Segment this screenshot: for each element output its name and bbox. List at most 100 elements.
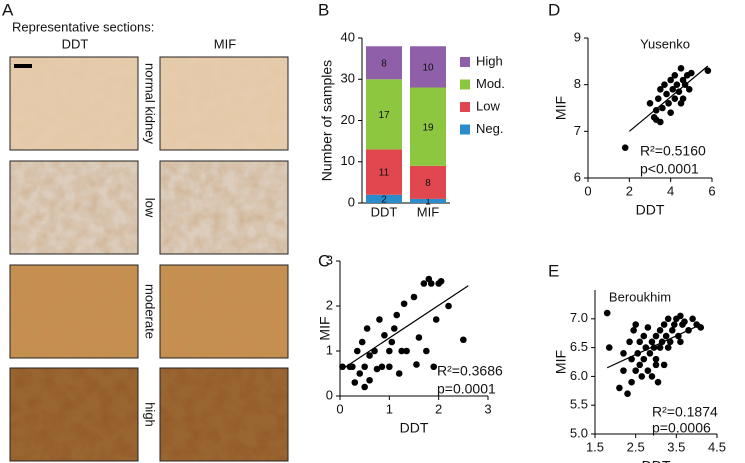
- point: [353, 347, 361, 355]
- point: [626, 338, 633, 346]
- legend-swatch: [460, 124, 470, 135]
- micrograph-border: [9, 367, 139, 462]
- panel-letter: E: [548, 261, 559, 280]
- point: [351, 379, 359, 386]
- y-tick-label: 0: [326, 387, 333, 402]
- point: [657, 86, 664, 93]
- micrograph-border: [159, 56, 289, 151]
- point: [400, 300, 408, 308]
- y-tick-label: 1: [326, 342, 333, 357]
- point: [366, 352, 373, 359]
- point: [386, 347, 393, 355]
- point: [339, 363, 346, 371]
- panel-letter: C: [318, 251, 330, 270]
- legend-swatch: [460, 102, 470, 112]
- annotation: R²=0.3686: [437, 363, 503, 379]
- fit-line: [628, 65, 709, 132]
- point: [663, 90, 670, 98]
- point: [666, 338, 674, 346]
- point: [432, 316, 440, 323]
- point: [654, 95, 662, 102]
- point: [390, 325, 398, 332]
- point: [403, 347, 410, 355]
- point: [603, 309, 611, 317]
- legend-label: Low: [476, 98, 500, 113]
- chart-title: Beroukhim: [609, 289, 671, 304]
- caption: Representative sections:: [12, 19, 154, 34]
- bar-segment: [410, 87, 446, 166]
- legend-swatch: [460, 57, 470, 67]
- point: [624, 390, 631, 397]
- y-tick-label: 5.0: [570, 425, 588, 440]
- bar-segment: [366, 79, 402, 150]
- point: [356, 370, 364, 377]
- point: [395, 370, 403, 377]
- y-tick-label: 30: [341, 71, 355, 86]
- point: [704, 67, 712, 74]
- point: [662, 332, 670, 340]
- bar-segment: [366, 149, 402, 195]
- point: [628, 378, 635, 386]
- point: [646, 100, 654, 107]
- annotation: R²=0.1874: [652, 404, 718, 420]
- value-label: 17: [378, 110, 390, 121]
- point: [646, 350, 654, 357]
- point: [638, 373, 646, 380]
- point: [681, 318, 688, 325]
- point: [667, 76, 674, 84]
- value-label: 19: [422, 122, 434, 133]
- x-tick-label: DDT: [371, 204, 398, 219]
- x-tick-label: 0: [336, 401, 343, 416]
- point: [620, 350, 627, 357]
- point: [659, 104, 666, 112]
- point: [652, 107, 660, 114]
- x-tick-label: 4: [667, 183, 674, 198]
- y-tick-label: 2: [326, 297, 333, 312]
- x-tick-label: 6: [708, 183, 715, 198]
- y-axis-label: Number of samples: [319, 60, 335, 181]
- y-tick-label: 9: [574, 29, 581, 44]
- x-tick-label: 3.5: [667, 439, 685, 454]
- point: [661, 81, 668, 88]
- y-tick-label: 5.5: [570, 397, 588, 412]
- panel-letter: B: [318, 0, 329, 19]
- point: [677, 65, 685, 72]
- point: [679, 95, 687, 102]
- point: [393, 311, 401, 319]
- y-tick-label: 20: [341, 112, 355, 127]
- point: [381, 331, 388, 339]
- y-tick-label: 8: [574, 76, 581, 91]
- point: [640, 332, 648, 340]
- micrograph-texture: [160, 161, 288, 254]
- point: [363, 325, 371, 332]
- point: [664, 315, 672, 323]
- point: [652, 361, 660, 369]
- x-tick-label: 2: [435, 401, 442, 416]
- bar-segment: [366, 46, 402, 80]
- value-label: 8: [425, 178, 431, 189]
- point: [677, 312, 684, 320]
- micrograph-texture: [10, 161, 138, 254]
- micrograph-texture: [160, 57, 288, 150]
- legend-swatch: [460, 79, 470, 90]
- point: [688, 69, 695, 77]
- y-tick-label: 10: [341, 153, 355, 168]
- legend-label: Mod.: [476, 76, 505, 91]
- point: [366, 376, 373, 384]
- bar-segment: [410, 46, 446, 88]
- point: [689, 315, 696, 323]
- y-tick-label: 3: [326, 252, 333, 267]
- y-tick-label: 6.0: [570, 368, 588, 383]
- point: [685, 86, 693, 93]
- point: [669, 86, 677, 93]
- point: [413, 361, 420, 368]
- point: [632, 367, 639, 374]
- point: [671, 321, 678, 328]
- panel-letter: D: [548, 0, 560, 19]
- y-tick-label: 6.5: [570, 339, 588, 354]
- micrograph-texture: [160, 368, 288, 461]
- fit-line: [606, 324, 701, 369]
- point: [358, 338, 366, 346]
- x-tick-label: 1.5: [586, 439, 604, 454]
- value-label: 1: [425, 197, 431, 208]
